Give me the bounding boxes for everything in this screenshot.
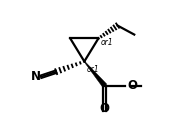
Polygon shape [84, 61, 107, 87]
Text: O: O [100, 102, 110, 115]
Text: or1: or1 [87, 65, 100, 74]
Text: or1: or1 [101, 38, 114, 47]
Text: N: N [31, 70, 41, 83]
Text: O: O [127, 79, 137, 92]
